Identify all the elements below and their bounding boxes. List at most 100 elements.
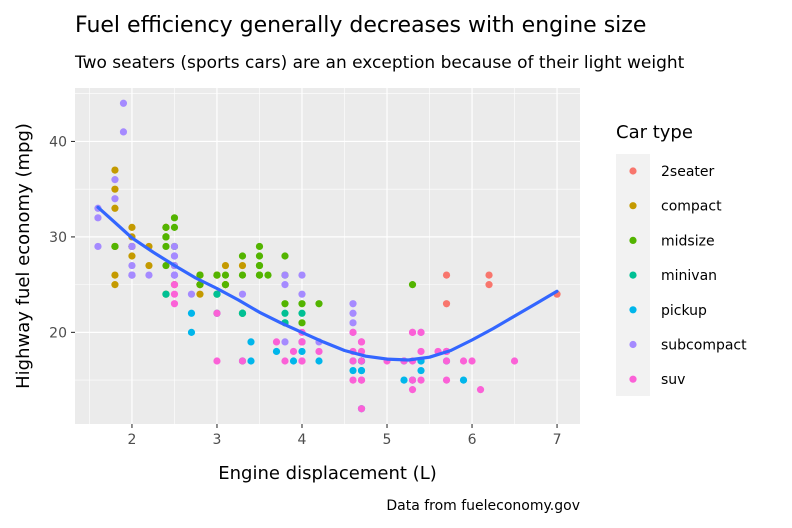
- data-point: [349, 328, 357, 336]
- data-point: [255, 242, 264, 251]
- legend-label-2seater: 2seater: [661, 164, 714, 180]
- legend-swatch-suv: [629, 375, 637, 383]
- x-tick-label: 3: [213, 432, 222, 448]
- data-point: [315, 347, 323, 356]
- data-point: [128, 223, 136, 231]
- data-point: [349, 309, 357, 317]
- data-point: [408, 328, 417, 336]
- data-point: [442, 300, 451, 308]
- data-point: [357, 366, 366, 375]
- data-point: [417, 376, 425, 384]
- data-point: [145, 271, 153, 279]
- x-tick-label: 6: [468, 432, 477, 448]
- data-point: [238, 252, 247, 260]
- data-point: [357, 405, 366, 413]
- y-tick-label: 40: [49, 134, 67, 150]
- grid-lines: [75, 88, 580, 424]
- data-point: [349, 376, 357, 384]
- data-point: [111, 281, 119, 289]
- y-axis-title: Highway fuel economy (mpg): [13, 123, 34, 389]
- data-point: [315, 357, 323, 365]
- data-point: [281, 300, 289, 308]
- data-point: [221, 261, 230, 270]
- data-point: [281, 309, 289, 317]
- data-point: [196, 281, 204, 289]
- legend-items: 2seater compact midsize minivan pickup subcom…: [629, 164, 747, 388]
- data-point: [255, 252, 264, 260]
- y-tick-label: 30: [49, 230, 67, 246]
- data-point: [357, 376, 366, 384]
- data-point: [255, 261, 264, 270]
- data-point: [349, 357, 357, 365]
- data-point: [238, 309, 247, 317]
- legend-title: Car type: [616, 122, 693, 143]
- data-point: [187, 328, 196, 336]
- data-point: [213, 271, 221, 279]
- data-point: [170, 242, 179, 251]
- data-point: [485, 271, 493, 279]
- data-point: [298, 290, 306, 298]
- data-point: [459, 357, 468, 365]
- data-point: [281, 357, 289, 365]
- data-point: [162, 223, 170, 231]
- data-point: [196, 290, 204, 298]
- data-point: [94, 242, 102, 251]
- data-point: [187, 309, 196, 317]
- legend-label-minivan: minivan: [661, 268, 717, 284]
- legend-label-compact: compact: [661, 199, 722, 215]
- data-point: [170, 300, 179, 308]
- data-point: [119, 99, 128, 107]
- legend-swatch-subcompact: [629, 340, 637, 349]
- data-point: [298, 309, 306, 317]
- legend-label-pickup: pickup: [661, 303, 707, 319]
- data-point: [476, 386, 485, 394]
- data-point: [289, 347, 298, 356]
- data-point: [272, 338, 281, 346]
- legend-swatch-pickup: [629, 306, 637, 314]
- chart-title: Fuel efficiency generally decreases with…: [75, 13, 646, 38]
- data-point: [111, 185, 119, 193]
- data-point: [408, 281, 417, 289]
- data-point: [417, 347, 425, 356]
- data-point: [298, 319, 306, 327]
- data-point: [170, 214, 179, 222]
- trend-line-layer: [96, 205, 559, 362]
- data-point: [94, 214, 102, 222]
- data-point: [128, 242, 136, 251]
- data-point: [238, 357, 247, 365]
- data-point: [281, 281, 289, 289]
- data-point: [247, 338, 255, 346]
- data-point: [408, 376, 417, 384]
- data-point: [468, 357, 476, 365]
- plot-panel: [75, 88, 580, 424]
- data-point: [417, 366, 425, 375]
- data-point: [357, 357, 366, 365]
- data-point: [298, 338, 306, 346]
- data-point: [298, 271, 306, 279]
- data-point: [247, 357, 255, 365]
- chart-subtitle: Two seaters (sports cars) are an excepti…: [74, 53, 685, 73]
- data-point: [289, 357, 298, 365]
- data-point: [187, 290, 196, 298]
- data-point: [162, 233, 170, 241]
- data-point: [238, 261, 247, 270]
- data-point: [111, 166, 119, 174]
- data-point: [170, 223, 179, 231]
- data-point: [349, 300, 357, 308]
- data-point: [170, 290, 179, 298]
- legend-swatch-midsize: [629, 236, 637, 244]
- legend-label-midsize: midsize: [661, 233, 715, 249]
- data-point: [119, 128, 128, 136]
- data-point: [281, 338, 289, 346]
- data-point: [281, 271, 289, 279]
- x-tick-label: 4: [298, 432, 307, 448]
- data-point: [459, 376, 468, 384]
- data-point: [213, 357, 221, 365]
- data-point: [128, 261, 136, 270]
- data-point: [221, 271, 230, 279]
- x-axis-title: Engine displacement (L): [218, 463, 437, 484]
- data-point: [111, 242, 119, 251]
- data-point: [408, 386, 417, 394]
- data-point: [128, 271, 136, 279]
